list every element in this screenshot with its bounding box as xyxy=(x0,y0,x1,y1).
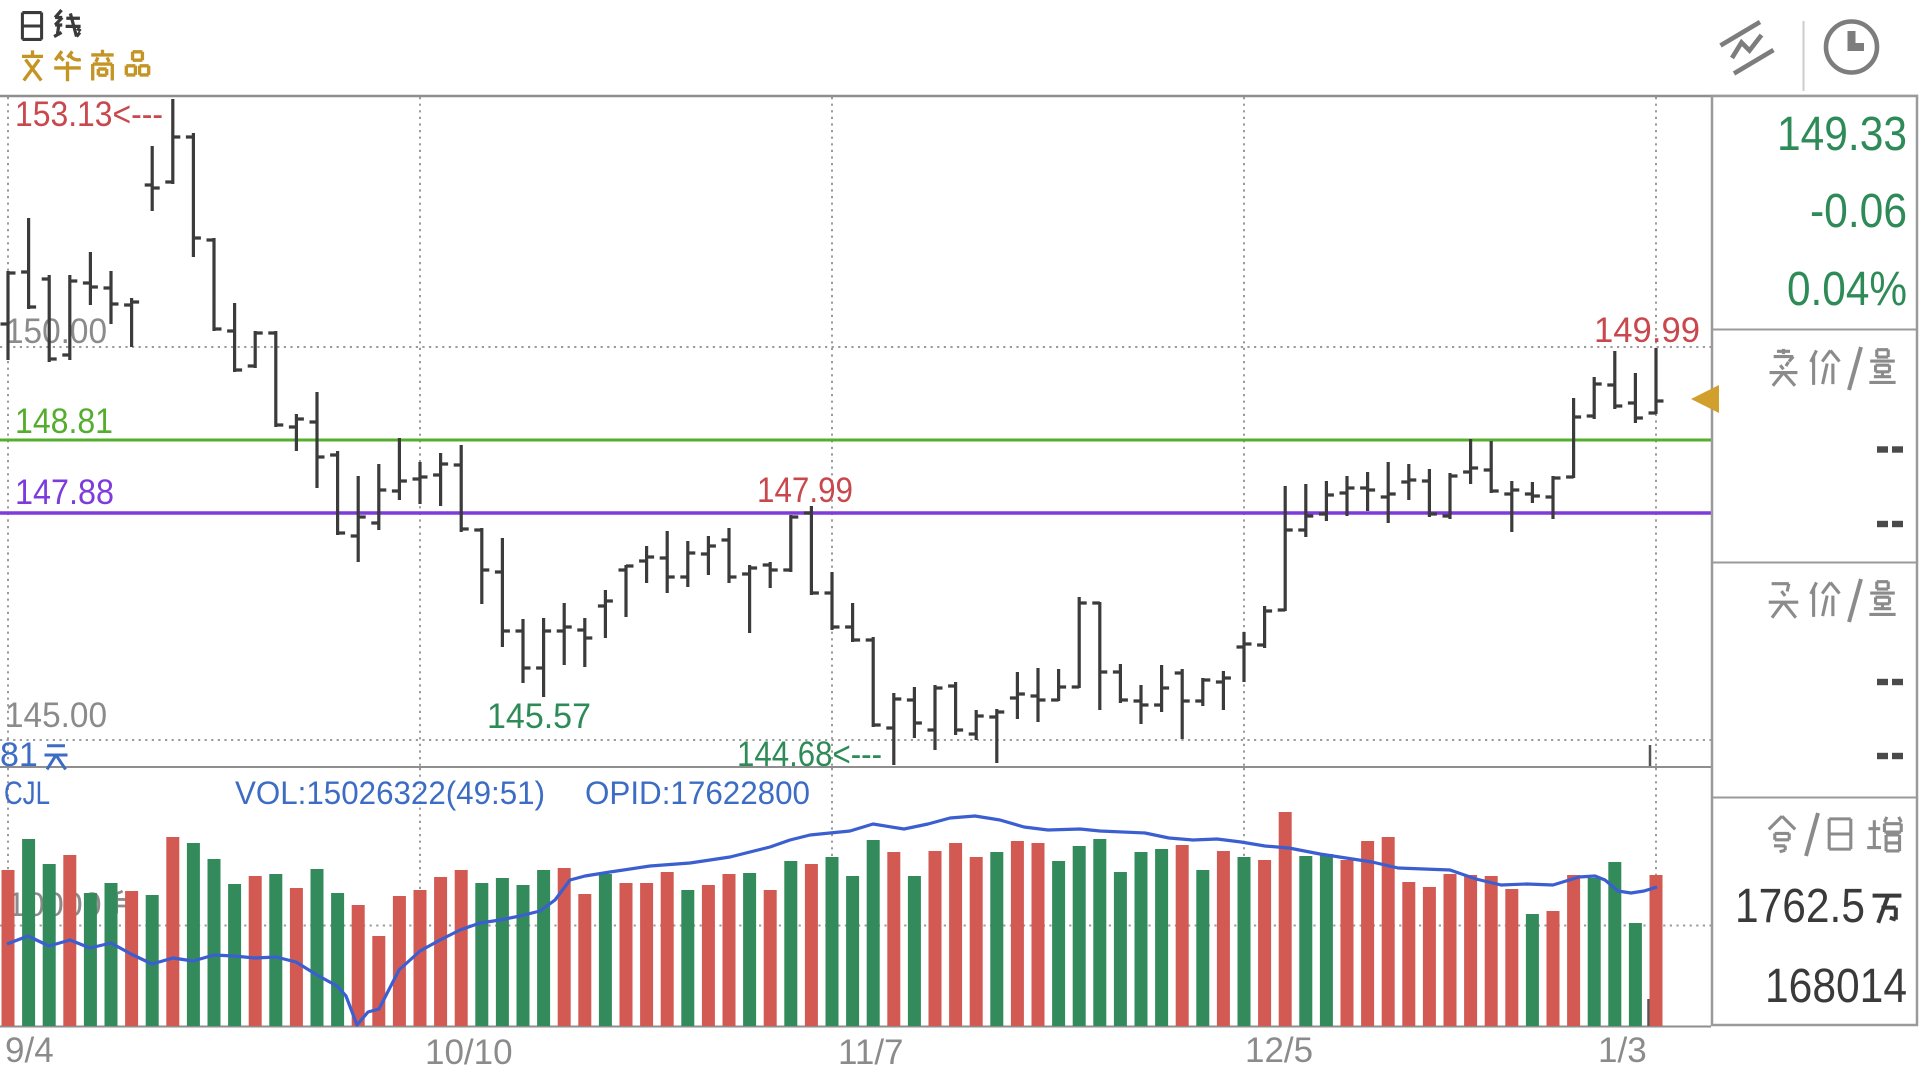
svg-text:1/3: 1/3 xyxy=(1598,1031,1647,1070)
svg-text:11/7: 11/7 xyxy=(838,1033,904,1072)
svg-text:9/4: 9/4 xyxy=(5,1031,54,1070)
svg-text:145.00: 145.00 xyxy=(5,696,107,735)
svg-text:10/10: 10/10 xyxy=(425,1033,513,1072)
svg-text:OPID:17622800: OPID:17622800 xyxy=(585,775,810,811)
svg-text:0.04%: 0.04% xyxy=(1787,263,1907,316)
svg-text:149.33: 149.33 xyxy=(1777,108,1907,161)
svg-text:1762.5: 1762.5 xyxy=(1735,880,1865,933)
svg-text:CJL: CJL xyxy=(4,775,50,811)
svg-text:144.68<---: 144.68<--- xyxy=(737,735,882,774)
svg-text:12/5: 12/5 xyxy=(1245,1031,1313,1070)
svg-text:147.88: 147.88 xyxy=(15,473,114,512)
svg-text:153.13<---: 153.13<--- xyxy=(15,95,163,134)
svg-text:149.99: 149.99 xyxy=(1594,311,1700,350)
svg-text:150.00: 150.00 xyxy=(5,312,107,351)
svg-text:148.81: 148.81 xyxy=(15,402,113,441)
svg-text:81: 81 xyxy=(0,736,38,774)
svg-text:168014: 168014 xyxy=(1765,960,1907,1013)
svg-text:VOL:15026322(49:51): VOL:15026322(49:51) xyxy=(235,775,545,811)
svg-text:145.57: 145.57 xyxy=(487,697,591,736)
svg-text:147.99: 147.99 xyxy=(757,471,853,510)
svg-text:-0.06: -0.06 xyxy=(1810,185,1907,238)
